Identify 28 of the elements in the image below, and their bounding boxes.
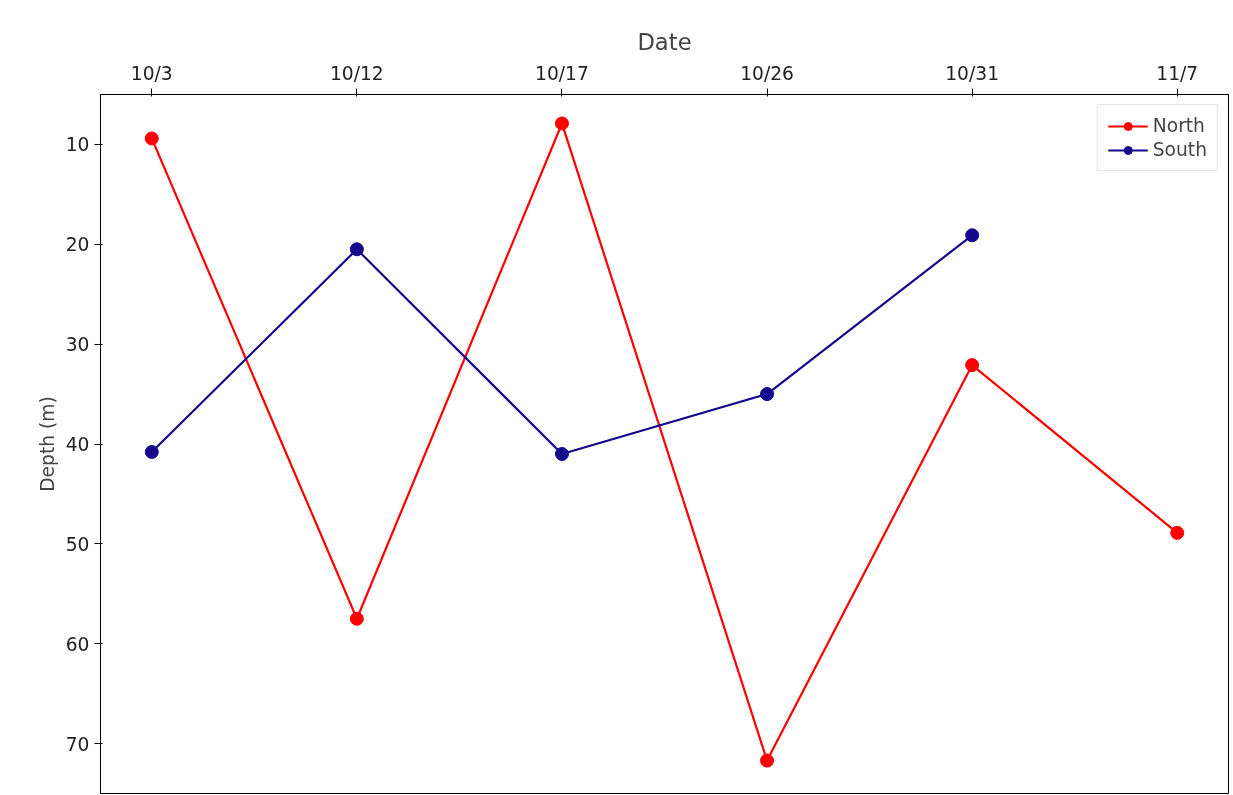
- x-tick-label: 10/17: [535, 62, 589, 84]
- point: [554, 116, 569, 131]
- y-tick-label: 20: [65, 234, 90, 256]
- point: [144, 445, 159, 459]
- legend-label: South: [1152, 139, 1207, 160]
- point: [349, 242, 364, 257]
- y-tick-label: 10: [65, 134, 90, 156]
- point: [144, 131, 159, 146]
- x-tick-label: 10/26: [740, 62, 794, 84]
- y-tick-label: 60: [65, 633, 90, 655]
- point: [554, 447, 569, 461]
- x-tick-label: 11/7: [1156, 62, 1199, 84]
- x-tick-label: 10/12: [329, 62, 384, 84]
- point: [760, 387, 775, 402]
- y-tick-label: 70: [65, 733, 90, 755]
- point: [965, 228, 980, 243]
- y-axis-title: Depth (m): [36, 396, 58, 492]
- point: [965, 358, 980, 373]
- x-tick-label: 10/3: [130, 62, 173, 84]
- y-tick-label: 50: [65, 533, 90, 555]
- point: [760, 753, 775, 768]
- point: [349, 611, 364, 626]
- point: [1170, 525, 1185, 540]
- y-tick-label: 40: [65, 434, 90, 455]
- legend-label: North: [1152, 115, 1205, 136]
- x-tick-label: 10/31: [945, 62, 1000, 84]
- y-tick-label: 30: [65, 334, 90, 356]
- x-axis-title: Date: [637, 28, 692, 55]
